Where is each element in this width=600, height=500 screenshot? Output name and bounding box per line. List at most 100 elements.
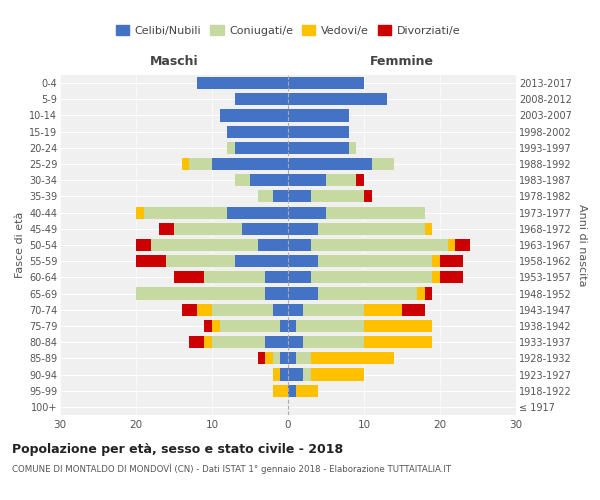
Text: Popolazione per età, sesso e stato civile - 2018: Popolazione per età, sesso e stato civil… bbox=[12, 442, 343, 456]
Bar bbox=[273, 190, 288, 202]
Bar bbox=[303, 336, 364, 348]
Bar bbox=[319, 288, 417, 300]
Bar bbox=[205, 272, 265, 283]
Bar bbox=[319, 255, 433, 268]
Legend: Celibi/Nubili, Coniugati/e, Vedovi/e, Divorziati/e: Celibi/Nubili, Coniugati/e, Vedovi/e, Di… bbox=[112, 20, 464, 40]
Bar bbox=[273, 384, 288, 397]
Bar bbox=[288, 272, 311, 283]
Bar bbox=[273, 368, 280, 380]
Bar bbox=[136, 206, 143, 218]
Bar bbox=[257, 239, 288, 251]
Bar bbox=[227, 126, 288, 138]
Bar bbox=[227, 142, 235, 154]
Bar bbox=[311, 352, 394, 364]
Y-axis label: Fasce di età: Fasce di età bbox=[14, 212, 25, 278]
Bar bbox=[364, 320, 433, 332]
Bar bbox=[197, 304, 212, 316]
Bar bbox=[288, 304, 303, 316]
Bar bbox=[220, 320, 280, 332]
Bar bbox=[288, 126, 349, 138]
Bar bbox=[220, 110, 288, 122]
Bar bbox=[136, 239, 151, 251]
Bar bbox=[205, 320, 212, 332]
Bar bbox=[273, 352, 280, 364]
Bar bbox=[440, 255, 463, 268]
Bar bbox=[288, 222, 319, 235]
Bar bbox=[166, 255, 235, 268]
Bar bbox=[182, 158, 189, 170]
Bar bbox=[288, 174, 326, 186]
Bar bbox=[136, 288, 265, 300]
Bar bbox=[280, 368, 288, 380]
Bar bbox=[212, 158, 288, 170]
Bar bbox=[242, 222, 288, 235]
Text: Maschi: Maschi bbox=[149, 55, 199, 68]
Bar bbox=[159, 222, 174, 235]
Bar bbox=[288, 368, 303, 380]
Bar bbox=[448, 239, 455, 251]
Bar bbox=[288, 336, 303, 348]
Bar bbox=[311, 368, 364, 380]
Bar bbox=[288, 288, 319, 300]
Bar bbox=[288, 77, 364, 89]
Bar bbox=[311, 239, 448, 251]
Bar bbox=[212, 304, 273, 316]
Bar bbox=[288, 320, 296, 332]
Bar bbox=[303, 304, 364, 316]
Bar bbox=[311, 272, 433, 283]
Bar bbox=[227, 206, 288, 218]
Bar bbox=[433, 255, 440, 268]
Bar bbox=[364, 190, 371, 202]
Bar bbox=[349, 142, 356, 154]
Bar bbox=[212, 336, 265, 348]
Bar bbox=[319, 222, 425, 235]
Bar bbox=[364, 304, 402, 316]
Bar bbox=[265, 272, 288, 283]
Bar bbox=[311, 190, 364, 202]
Bar bbox=[425, 288, 433, 300]
Bar bbox=[440, 272, 463, 283]
Bar bbox=[296, 320, 364, 332]
Bar bbox=[326, 206, 425, 218]
Bar bbox=[288, 190, 311, 202]
Bar bbox=[326, 174, 356, 186]
Bar bbox=[455, 239, 470, 251]
Bar bbox=[288, 93, 387, 106]
Bar bbox=[151, 239, 257, 251]
Bar bbox=[425, 222, 433, 235]
Bar bbox=[417, 288, 425, 300]
Bar bbox=[288, 255, 319, 268]
Bar bbox=[235, 255, 288, 268]
Bar bbox=[189, 158, 212, 170]
Bar bbox=[265, 336, 288, 348]
Y-axis label: Anni di nascita: Anni di nascita bbox=[577, 204, 587, 286]
Bar bbox=[280, 352, 288, 364]
Bar bbox=[174, 222, 242, 235]
Bar bbox=[288, 142, 349, 154]
Bar bbox=[280, 320, 288, 332]
Bar bbox=[371, 158, 394, 170]
Text: COMUNE DI MONTALDO DI MONDOVÌ (CN) - Dati ISTAT 1° gennaio 2018 - Elaborazione T: COMUNE DI MONTALDO DI MONDOVÌ (CN) - Dat… bbox=[12, 464, 451, 474]
Bar bbox=[303, 368, 311, 380]
Bar bbox=[288, 158, 371, 170]
Bar bbox=[143, 206, 227, 218]
Bar bbox=[273, 304, 288, 316]
Bar bbox=[235, 174, 250, 186]
Bar bbox=[288, 110, 349, 122]
Bar bbox=[288, 206, 326, 218]
Bar bbox=[296, 352, 311, 364]
Bar bbox=[402, 304, 425, 316]
Bar bbox=[205, 336, 212, 348]
Bar bbox=[189, 336, 205, 348]
Bar bbox=[257, 190, 273, 202]
Bar bbox=[235, 142, 288, 154]
Bar bbox=[235, 93, 288, 106]
Bar bbox=[257, 352, 265, 364]
Bar bbox=[182, 304, 197, 316]
Bar bbox=[288, 352, 296, 364]
Bar bbox=[433, 272, 440, 283]
Bar bbox=[212, 320, 220, 332]
Bar bbox=[288, 239, 311, 251]
Bar bbox=[364, 336, 433, 348]
Bar bbox=[136, 255, 166, 268]
